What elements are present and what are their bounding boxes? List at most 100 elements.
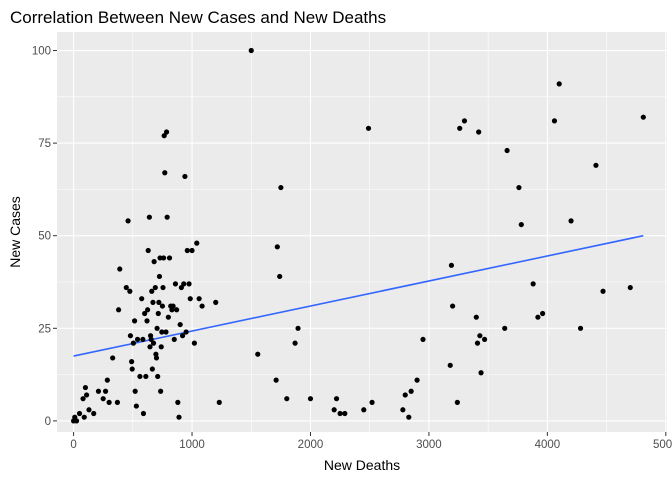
data-point [140,336,146,343]
data-point [140,410,147,417]
data-point [156,299,162,305]
data-point [331,407,337,413]
data-point [133,403,139,409]
data-point [131,318,138,324]
data-point [182,173,188,180]
data-point [450,303,456,309]
data-point [342,410,348,417]
data-point [114,399,121,405]
data-point [194,240,200,246]
data-point [154,325,160,331]
x-axis-title: New Deaths [324,457,400,473]
data-point [365,125,372,131]
data-point [145,307,151,313]
data-point [481,336,488,343]
data-point [406,414,412,420]
data-point [158,388,164,394]
data-point [414,377,420,383]
data-points [70,47,646,424]
data-point [196,296,202,302]
data-point [473,314,479,320]
data-point [255,351,261,357]
x-tick-label: 2000 [298,439,324,451]
data-point [408,388,414,394]
data-point [170,303,176,309]
data-point [186,281,192,287]
data-point [129,366,135,372]
data-point [273,377,279,383]
data-point [100,396,106,402]
data-point [81,414,87,420]
data-point [551,118,558,124]
data-point [150,340,157,346]
data-point [137,373,143,380]
data-point [95,388,102,394]
data-point [184,247,190,254]
data-point [164,214,170,220]
y-axis-title: New Cases [7,196,23,268]
y-axis-tick-labels: 0 25 50 75 100 [32,46,51,428]
data-point [163,129,170,135]
y-tick-label: 50 [38,231,51,243]
data-point [454,399,460,405]
data-point [146,214,152,220]
data-point [477,333,483,339]
data-point [149,288,155,294]
data-point [73,418,80,424]
data-point [402,392,408,398]
y-tick-label: 25 [38,323,51,335]
data-point [516,184,522,191]
x-tick-label: 1000 [179,439,205,451]
data-point [159,303,166,309]
data-point [102,388,109,394]
data-point [474,340,481,346]
data-point [189,247,195,254]
axis-ticks [53,50,667,436]
data-point [292,340,298,346]
data-point [577,325,584,331]
data-point [151,259,157,265]
data-point [158,344,164,350]
data-point [447,362,453,368]
data-point [333,396,340,402]
data-point [106,399,112,405]
data-point [361,407,367,413]
data-point [127,288,133,294]
data-point [127,333,134,339]
data-point [148,336,154,343]
data-point [476,129,482,135]
data-point [337,410,343,417]
data-point [132,388,138,394]
data-point [457,125,463,131]
data-point [175,399,181,405]
trend-line-group [73,234,644,357]
data-point [369,399,375,405]
data-point [248,47,254,54]
data-point [295,325,301,331]
data-point [535,314,541,320]
x-tick-label: 3000 [416,439,442,451]
data-point [153,355,160,361]
data-point [76,410,83,417]
data-point [540,310,546,317]
data-point [129,359,135,365]
data-point [152,284,158,291]
data-point [166,255,173,261]
data-point [159,329,165,335]
data-point [174,307,180,313]
data-point [307,396,314,402]
data-point [461,118,468,124]
data-point [187,296,193,302]
data-point [199,303,205,309]
trend-line [73,234,644,357]
data-point [448,262,455,268]
data-point [502,325,508,331]
data-point [155,373,161,380]
data-point [91,410,97,417]
data-point [172,281,179,287]
data-point [110,355,116,361]
data-point [478,370,484,376]
data-point [86,407,92,413]
